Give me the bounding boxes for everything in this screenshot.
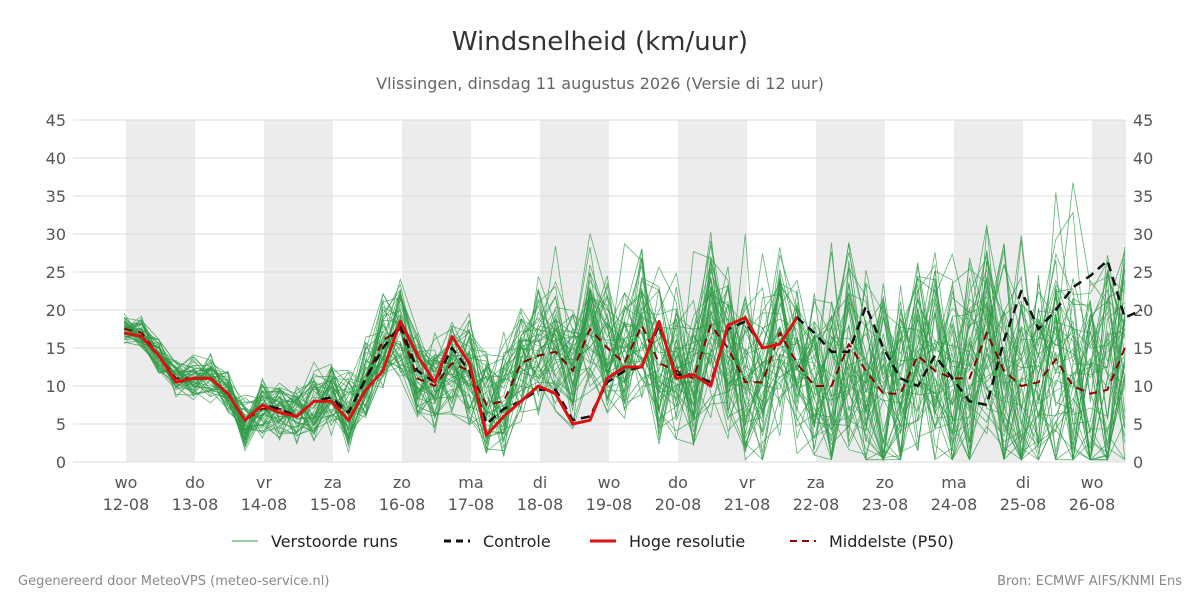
- y-axis-ticks: 0 0 5 5 10 10 15 15 20 20 25 25 30 30 35 35 40 40 45 45: [46, 111, 1154, 472]
- x-tick-date: 25-08: [1000, 495, 1047, 514]
- ensemble-member-line: [124, 246, 1126, 461]
- y-tick-right: 30: [1133, 225, 1153, 244]
- x-tick-day: zo: [393, 473, 411, 492]
- y-tick-right: 5: [1133, 415, 1143, 434]
- x-tick-date: 13-08: [172, 495, 219, 514]
- x-tick-date: 12-08: [103, 495, 150, 514]
- ensemble-member-line: [124, 252, 1126, 462]
- y-tick-left: 15: [46, 339, 66, 358]
- x-tick-day: do: [185, 473, 205, 492]
- x-tick-day: wo: [1081, 473, 1104, 492]
- legend: Verstoorde runs Controle Hoge resolutie …: [232, 532, 954, 551]
- chart-subtitle: Vlissingen, dinsdag 11 augustus 2026 (Ve…: [376, 74, 824, 93]
- x-tick-date: 14-08: [241, 495, 288, 514]
- y-tick-left: 35: [46, 187, 66, 206]
- y-tick-right: 15: [1133, 339, 1153, 358]
- y-tick-right: 20: [1133, 301, 1153, 320]
- footer-source: Bron: ECMWF AIFS/KNMI Ens: [997, 574, 1182, 589]
- y-tick-right: 25: [1133, 263, 1153, 282]
- ensemble-member-line: [124, 266, 1126, 462]
- y-tick-left: 10: [46, 377, 66, 396]
- y-tick-right: 40: [1133, 149, 1153, 168]
- x-tick-date: 19-08: [586, 495, 633, 514]
- legend-ensemble-label: Verstoorde runs: [271, 532, 398, 551]
- y-tick-right: 0: [1133, 453, 1143, 472]
- y-tick-left: 20: [46, 301, 66, 320]
- x-tick-date: 20-08: [655, 495, 702, 514]
- ensemble-member-line: [123, 258, 1126, 461]
- y-tick-left: 40: [46, 149, 66, 168]
- x-tick-day: ma: [458, 473, 483, 492]
- ensemble-member-line: [124, 243, 1126, 461]
- y-tick-left: 5: [56, 415, 66, 434]
- x-tick-date: 17-08: [448, 495, 495, 514]
- x-tick-day: ma: [941, 473, 966, 492]
- x-tick-day: do: [668, 473, 688, 492]
- ensemble-member-line: [123, 268, 1126, 461]
- footer-generated-by: Gegenereerd door MeteoVPS (meteo-service…: [18, 574, 329, 589]
- y-tick-left: 25: [46, 263, 66, 282]
- x-tick-day: zo: [876, 473, 894, 492]
- x-tick-date: 24-08: [931, 495, 978, 514]
- y-tick-left: 30: [46, 225, 66, 244]
- x-axis-ticks: wo 12-08 do 13-08 vr 14-08 za 15-08 zo 16-08 ma 17-…: [103, 473, 1116, 514]
- y-tick-left: 45: [46, 111, 66, 130]
- legend-control-label: Controle: [483, 532, 551, 551]
- ensemble-member-line: [124, 263, 1126, 461]
- x-tick-day: wo: [115, 473, 138, 492]
- day-shade-12-08: [126, 120, 195, 462]
- high-res-line: [123, 316, 799, 437]
- ensemble-lines: [123, 182, 1126, 462]
- x-tick-date: 15-08: [310, 495, 357, 514]
- x-tick-day: za: [807, 473, 825, 492]
- x-tick-day: di: [1016, 473, 1031, 492]
- x-tick-day: wo: [598, 473, 621, 492]
- y-tick-left: 0: [56, 453, 66, 472]
- x-tick-date: 26-08: [1069, 495, 1116, 514]
- ensemble-member-line: [124, 269, 1125, 460]
- legend-high-res-label: Hoge resolutie: [629, 532, 745, 551]
- x-tick-day: vr: [739, 473, 755, 492]
- y-tick-right: 35: [1133, 187, 1153, 206]
- legend-median-label: Middelste (P50): [829, 532, 954, 551]
- x-tick-date: 21-08: [724, 495, 771, 514]
- x-tick-date: 23-08: [862, 495, 909, 514]
- y-tick-right: 10: [1133, 377, 1153, 396]
- x-tick-day: za: [324, 473, 342, 492]
- grid-lines: [73, 119, 1126, 463]
- x-tick-date: 18-08: [517, 495, 564, 514]
- x-tick-day: di: [533, 473, 548, 492]
- y-tick-right: 45: [1133, 111, 1153, 130]
- control-line: [124, 259, 1143, 426]
- ensemble-member-line: [124, 273, 1126, 461]
- x-tick-day: vr: [256, 473, 272, 492]
- chart-title: Windsnelheid (km/uur): [452, 27, 748, 57]
- x-tick-date: 16-08: [379, 495, 426, 514]
- main-series: [123, 259, 1143, 437]
- ensemble-member-line: [124, 251, 1126, 461]
- ensemble-member-line: [124, 254, 1126, 452]
- x-tick-date: 22-08: [793, 495, 840, 514]
